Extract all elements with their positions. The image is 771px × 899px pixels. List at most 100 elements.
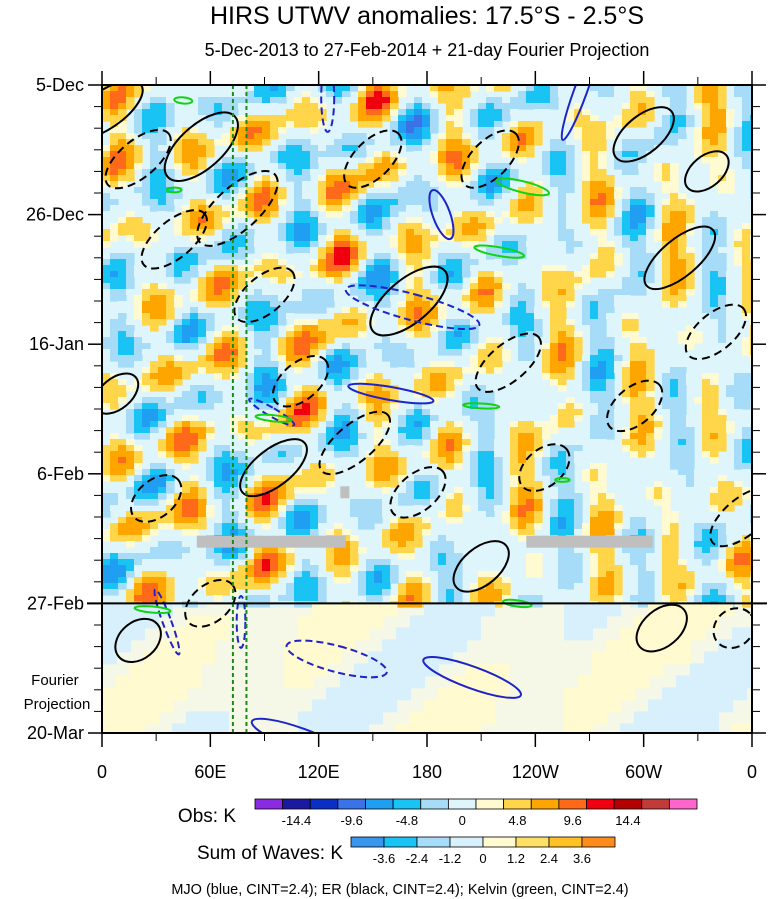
anomaly-cell: [286, 529, 295, 536]
anomaly-cell: [102, 229, 111, 236]
anomaly-cell: [518, 481, 527, 488]
anomaly-cell: [238, 271, 247, 278]
anomaly-cell: [742, 379, 751, 386]
anomaly-cell: [302, 163, 311, 170]
anomaly-cell: [670, 301, 679, 308]
projection-cell: [592, 651, 607, 665]
anomaly-cell: [502, 583, 511, 590]
anomaly-cell: [678, 109, 687, 116]
anomaly-cell: [670, 109, 679, 116]
anomaly-cell: [142, 169, 151, 176]
anomaly-cell: [566, 319, 575, 326]
anomaly-cell: [438, 451, 447, 458]
anomaly-cell: [206, 391, 215, 398]
anomaly-cell: [590, 553, 599, 560]
anomaly-cell: [262, 487, 271, 494]
anomaly-cell: [166, 121, 175, 128]
anomaly-cell: [350, 415, 359, 422]
anomaly-cell: [374, 559, 383, 566]
anomaly-cell: [470, 163, 479, 170]
anomaly-cell: [614, 193, 623, 200]
projection-cell: [662, 603, 677, 617]
anomaly-cell: [286, 325, 295, 332]
anomaly-cell: [142, 337, 151, 344]
anomaly-cell: [726, 565, 735, 572]
anomaly-cell: [326, 547, 335, 554]
anomaly-cell: [366, 211, 375, 218]
anomaly-cell: [518, 253, 527, 260]
anomaly-cell: [470, 157, 479, 164]
anomaly-cell: [494, 103, 503, 110]
anomaly-cell: [742, 109, 751, 116]
anomaly-cell: [206, 289, 215, 296]
anomaly-cell: [174, 457, 183, 464]
anomaly-cell: [166, 337, 175, 344]
anomaly-cell: [694, 331, 703, 338]
anomaly-cell: [134, 409, 143, 416]
anomaly-cell: [470, 211, 479, 218]
anomaly-cell: [254, 319, 263, 326]
anomaly-cell: [422, 223, 431, 230]
anomaly-cell: [558, 91, 567, 98]
anomaly-cell: [670, 247, 679, 254]
projection-cell: [634, 651, 649, 665]
anomaly-cell: [206, 211, 215, 218]
anomaly-cell: [574, 403, 583, 410]
anomaly-cell: [350, 343, 359, 350]
anomaly-cell: [198, 577, 207, 584]
anomaly-cell: [134, 223, 143, 230]
anomaly-cell: [606, 403, 615, 410]
anomaly-cell: [302, 139, 311, 146]
anomaly-cell: [518, 349, 527, 356]
anomaly-cell: [486, 169, 495, 176]
anomaly-cell: [342, 433, 351, 440]
anomaly-cell: [694, 235, 703, 242]
anomaly-cell: [206, 331, 215, 338]
anomaly-cell: [126, 385, 135, 392]
projection-cell: [466, 675, 481, 689]
anomaly-cell: [550, 193, 559, 200]
anomaly-cell: [518, 139, 527, 146]
projection-cell: [144, 651, 159, 665]
anomaly-cell: [238, 343, 247, 350]
anomaly-cell: [598, 577, 607, 584]
anomaly-cell: [718, 169, 727, 176]
anomaly-cell: [430, 361, 439, 368]
anomaly-cell: [142, 577, 151, 584]
anomaly-cell: [710, 151, 719, 158]
anomaly-cell: [638, 523, 647, 530]
anomaly-cell: [334, 565, 343, 572]
anomaly-cell: [614, 229, 623, 236]
anomaly-cell: [534, 91, 543, 98]
anomaly-cell: [334, 379, 343, 386]
anomaly-cell: [302, 571, 311, 578]
anomaly-cell: [734, 403, 743, 410]
anomaly-cell: [206, 271, 215, 278]
anomaly-cell: [566, 343, 575, 350]
anomaly-cell: [158, 571, 167, 578]
anomaly-cell: [606, 379, 615, 386]
anomaly-cell: [478, 427, 487, 434]
anomaly-cell: [246, 319, 255, 326]
anomaly-cell: [238, 433, 247, 440]
anomaly-cell: [526, 331, 535, 338]
anomaly-cell: [262, 475, 271, 482]
anomaly-cell: [670, 295, 679, 302]
anomaly-cell: [294, 229, 303, 236]
anomaly-cell: [742, 247, 751, 254]
anomaly-cell: [606, 589, 615, 596]
anomaly-cell: [526, 559, 535, 566]
anomaly-cell: [166, 103, 175, 110]
anomaly-cell: [246, 193, 255, 200]
anomaly-cell: [622, 145, 631, 152]
anomaly-cell: [558, 511, 567, 518]
anomaly-cell: [142, 409, 151, 416]
anomaly-cell: [286, 577, 295, 584]
anomaly-cell: [142, 349, 151, 356]
anomaly-cell: [358, 295, 367, 302]
anomaly-cell: [262, 91, 271, 98]
anomaly-cell: [534, 199, 543, 206]
anomaly-cell: [190, 271, 199, 278]
anomaly-cell: [550, 547, 559, 554]
anomaly-cell: [150, 103, 159, 110]
